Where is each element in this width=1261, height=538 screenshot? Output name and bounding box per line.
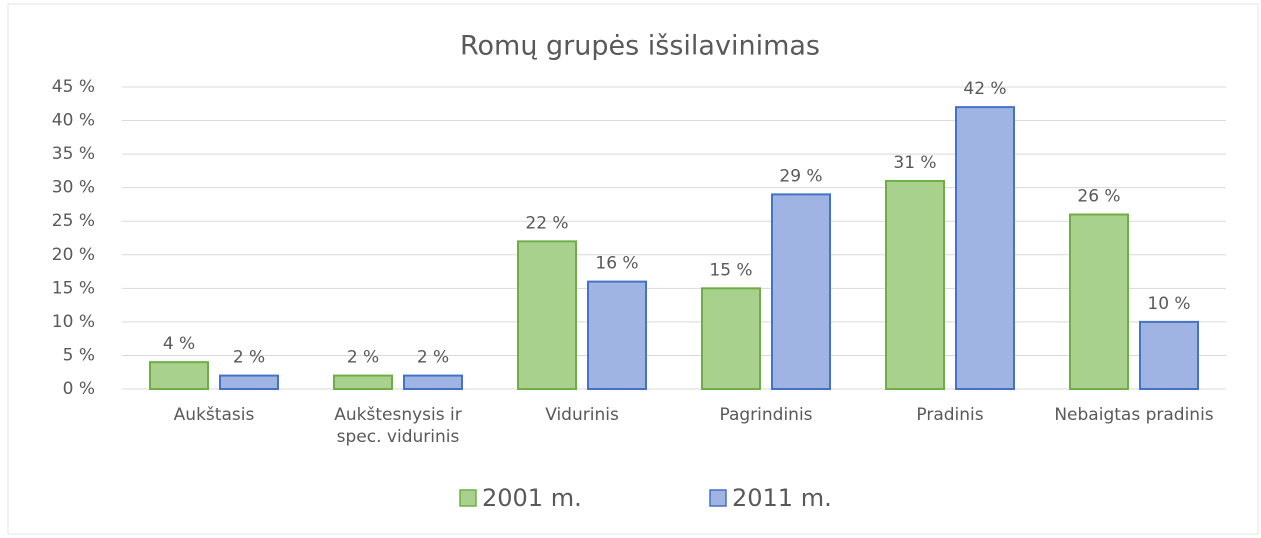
value-label: 10 % [1147, 294, 1190, 314]
value-label: 2 % [347, 348, 379, 368]
y-tick-label: 10 % [52, 312, 95, 332]
value-label: 31 % [893, 153, 936, 173]
y-tick-label: 15 % [52, 278, 95, 298]
y-tick-label: 20 % [52, 245, 95, 265]
value-label: 16 % [595, 254, 638, 274]
bar [885, 179, 945, 390]
y-tick-label: 30 % [52, 178, 95, 198]
chart-frame [7, 3, 1259, 535]
value-label: 4 % [163, 334, 195, 354]
bar [333, 374, 393, 391]
value-label: 15 % [709, 260, 752, 280]
y-tick-label: 5 % [63, 345, 95, 365]
y-tick-label: 25 % [52, 211, 95, 231]
legend-swatch [709, 489, 727, 507]
y-tick-label: 0 % [63, 379, 95, 399]
bar [149, 361, 209, 390]
bar [1069, 213, 1129, 390]
bar [701, 287, 761, 391]
legend-swatch [459, 489, 477, 507]
value-label: 2 % [233, 348, 265, 368]
x-tick-label: Aukštesnysis ir spec. vidurinis [334, 405, 462, 447]
y-tick-label: 40 % [52, 111, 95, 131]
x-tick-label: Aukštasis [173, 405, 255, 425]
legend-label: 2011 m. [732, 484, 832, 512]
bar [517, 240, 577, 390]
x-tick-label: Pagrindinis [719, 405, 813, 425]
bar [587, 280, 647, 390]
x-tick-label: Nebaigtas pradinis [1054, 405, 1214, 425]
x-tick-label: Pradinis [916, 405, 984, 425]
bar [771, 193, 831, 390]
y-tick-label: 45 % [52, 77, 95, 97]
y-tick-label: 35 % [52, 144, 95, 164]
value-label: 22 % [525, 213, 568, 233]
bar [219, 374, 279, 391]
bar [955, 106, 1015, 390]
bar [1139, 320, 1199, 390]
bar [403, 374, 463, 391]
chart-title: Romų grupės išsilavinimas [460, 31, 820, 62]
value-label: 26 % [1077, 187, 1120, 207]
legend-label: 2001 m. [482, 484, 582, 512]
value-label: 29 % [779, 166, 822, 186]
value-label: 42 % [963, 79, 1006, 99]
value-label: 2 % [417, 348, 449, 368]
x-tick-label: Vidurinis [545, 405, 619, 425]
